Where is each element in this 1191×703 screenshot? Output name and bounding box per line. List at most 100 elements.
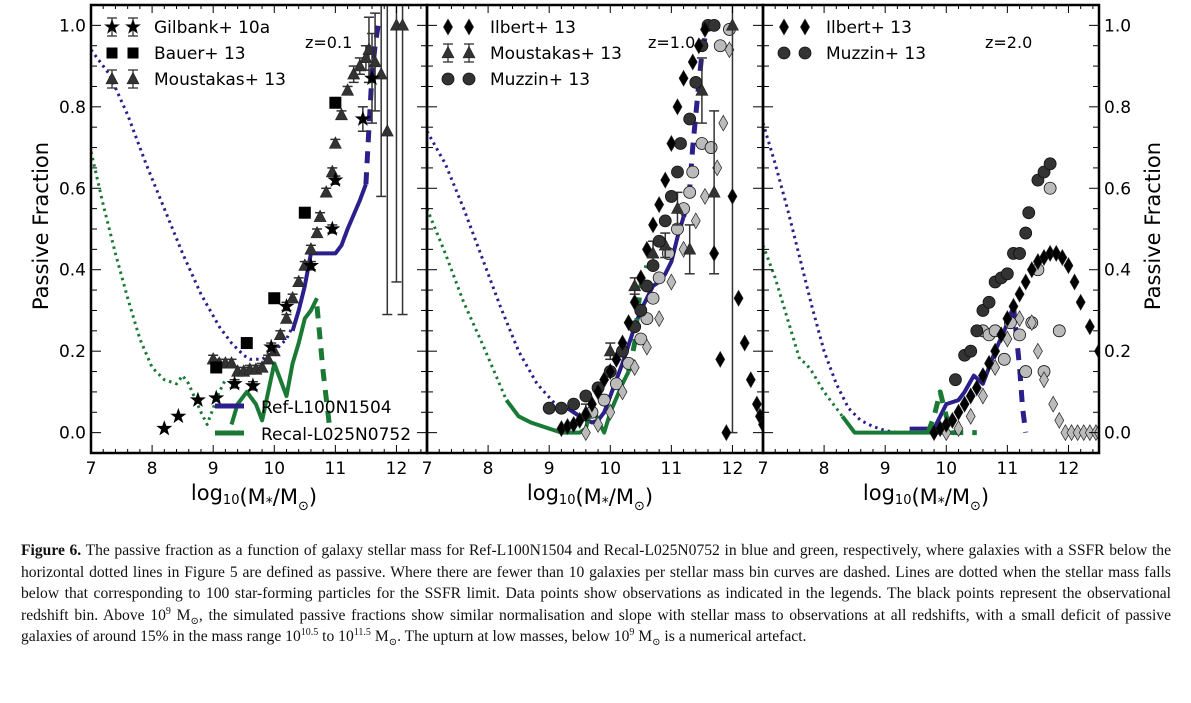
figure-6-passive-fraction: 7 8 9 10 11 12 0.0 0.2 0.4 0.6 0.8 1.0 Passive Fract… xyxy=(29,3,1165,514)
sim-legend-entry: Recal-L025N0752 xyxy=(215,425,411,445)
x-axis-label: log10(M*/M⊙) xyxy=(527,481,653,514)
caption-segment: , the simulated passive fractions show s… xyxy=(21,606,1171,646)
data-point xyxy=(1052,324,1066,338)
data-point xyxy=(964,344,978,358)
caption-segment: . The upturn at low masses, below 10 xyxy=(397,628,630,646)
data-point xyxy=(683,185,697,199)
x-axis-label: log10(M*/M⊙) xyxy=(863,481,989,514)
figure-caption: Figure 6. The passive fraction as a func… xyxy=(21,540,1171,648)
data-point xyxy=(1022,206,1036,220)
data-point xyxy=(646,246,660,259)
data-point xyxy=(660,171,671,189)
observation-ilbert-13 xyxy=(929,244,1099,442)
x-axis-label-part: 10 xyxy=(223,493,240,508)
legend-marker-circle-icon xyxy=(777,46,791,60)
caption-segment: to 10 xyxy=(318,628,354,646)
data-point xyxy=(1063,257,1074,275)
legend-marker-star-icon xyxy=(125,18,141,34)
legend-label: Muzzin+ 13 xyxy=(826,44,926,64)
series-line-recal-dashed xyxy=(314,306,332,425)
legend-marker-circle-icon xyxy=(462,72,476,86)
data-point xyxy=(715,350,726,368)
data-point xyxy=(1019,226,1033,240)
x-axis-label-part: ) xyxy=(645,485,653,509)
x-axis-label-part: /M xyxy=(609,485,634,509)
data-point xyxy=(678,69,689,87)
data-point xyxy=(328,136,342,149)
x-tick-label: 11 xyxy=(661,459,683,479)
sim-legend-label: Ref-L100N1504 xyxy=(261,398,392,418)
data-point xyxy=(635,269,646,287)
legend-label: Ilbert+ 13 xyxy=(490,18,576,38)
data-point xyxy=(693,37,704,55)
data-point xyxy=(364,69,381,86)
data-point xyxy=(751,395,762,413)
x-axis-label-part: (M xyxy=(239,485,265,509)
data-point xyxy=(353,58,367,72)
data-point xyxy=(226,375,243,391)
data-point xyxy=(695,83,709,96)
data-point xyxy=(642,240,652,258)
plot-area xyxy=(91,5,410,436)
data-point xyxy=(982,295,996,309)
legend-marker-diamond-icon xyxy=(800,18,810,36)
legend-marker-triangle-icon xyxy=(441,45,455,59)
data-point xyxy=(347,66,361,80)
data-point xyxy=(542,401,556,415)
data-point xyxy=(978,387,988,405)
legend-entry: Muzzin+ 13 xyxy=(777,44,926,64)
y-tick-label: 0.6 xyxy=(1104,179,1131,199)
legend-marker-diamond-icon xyxy=(443,18,453,36)
data-point xyxy=(727,187,738,205)
x-tick-label: 12 xyxy=(722,459,744,479)
legend-entry: Ilbert+ 13 xyxy=(443,18,576,38)
series-line-recal-dotted xyxy=(427,208,508,401)
legend-label: Moustakas+ 13 xyxy=(490,44,622,64)
x-tick-label: 8 xyxy=(147,459,158,479)
data-point xyxy=(965,407,976,425)
data-point xyxy=(1013,328,1026,342)
data-point xyxy=(978,367,988,385)
exponent: 9 xyxy=(629,627,635,639)
data-point xyxy=(721,424,732,442)
x-axis-label-part: * xyxy=(938,495,945,511)
data-point xyxy=(629,358,640,376)
data-point xyxy=(970,324,984,338)
data-point xyxy=(652,271,666,285)
x-axis-label-part: * xyxy=(266,495,273,511)
x-axis-label-part: ) xyxy=(309,485,317,509)
sun-symbol: ⊙ xyxy=(652,637,661,649)
data-point xyxy=(1043,157,1057,171)
series-line-recal-solid xyxy=(229,297,319,426)
x-tick-label: 10 xyxy=(599,459,621,479)
x-axis-label-part: log xyxy=(863,481,895,505)
data-point xyxy=(686,165,700,179)
y-tick-label: 0.8 xyxy=(59,98,86,118)
data-point xyxy=(599,371,610,389)
y-tick-label: 0.8 xyxy=(1104,98,1131,118)
x-tick-label: 12 xyxy=(1058,459,1080,479)
x-tick-label: 10 xyxy=(935,459,957,479)
legend-label: Moustakas+ 13 xyxy=(154,70,286,90)
data-point xyxy=(689,75,703,89)
legend-label: Muzzin+ 13 xyxy=(490,70,590,90)
data-point xyxy=(268,292,281,305)
x-tick-label: 11 xyxy=(325,459,347,479)
data-point xyxy=(953,403,964,421)
caption-segment: M xyxy=(634,628,653,646)
data-point xyxy=(605,363,616,381)
data-point xyxy=(1048,395,1059,413)
y-tick-label: 0.0 xyxy=(1104,424,1131,444)
data-point xyxy=(1026,261,1037,279)
data-point xyxy=(1057,249,1068,267)
x-axis-label: log10(M*/M⊙) xyxy=(191,481,317,514)
data-point xyxy=(313,209,327,222)
legend-entry: Gilbank+ 10a xyxy=(104,17,270,38)
data-point xyxy=(1075,293,1086,311)
legend-marker-circle-icon xyxy=(441,72,455,86)
data-point xyxy=(654,196,665,214)
observation-muzzin-13-black-bin- xyxy=(949,157,1057,387)
data-point xyxy=(605,403,616,421)
sim-legend-entry: Ref-L100N1504 xyxy=(215,398,392,418)
